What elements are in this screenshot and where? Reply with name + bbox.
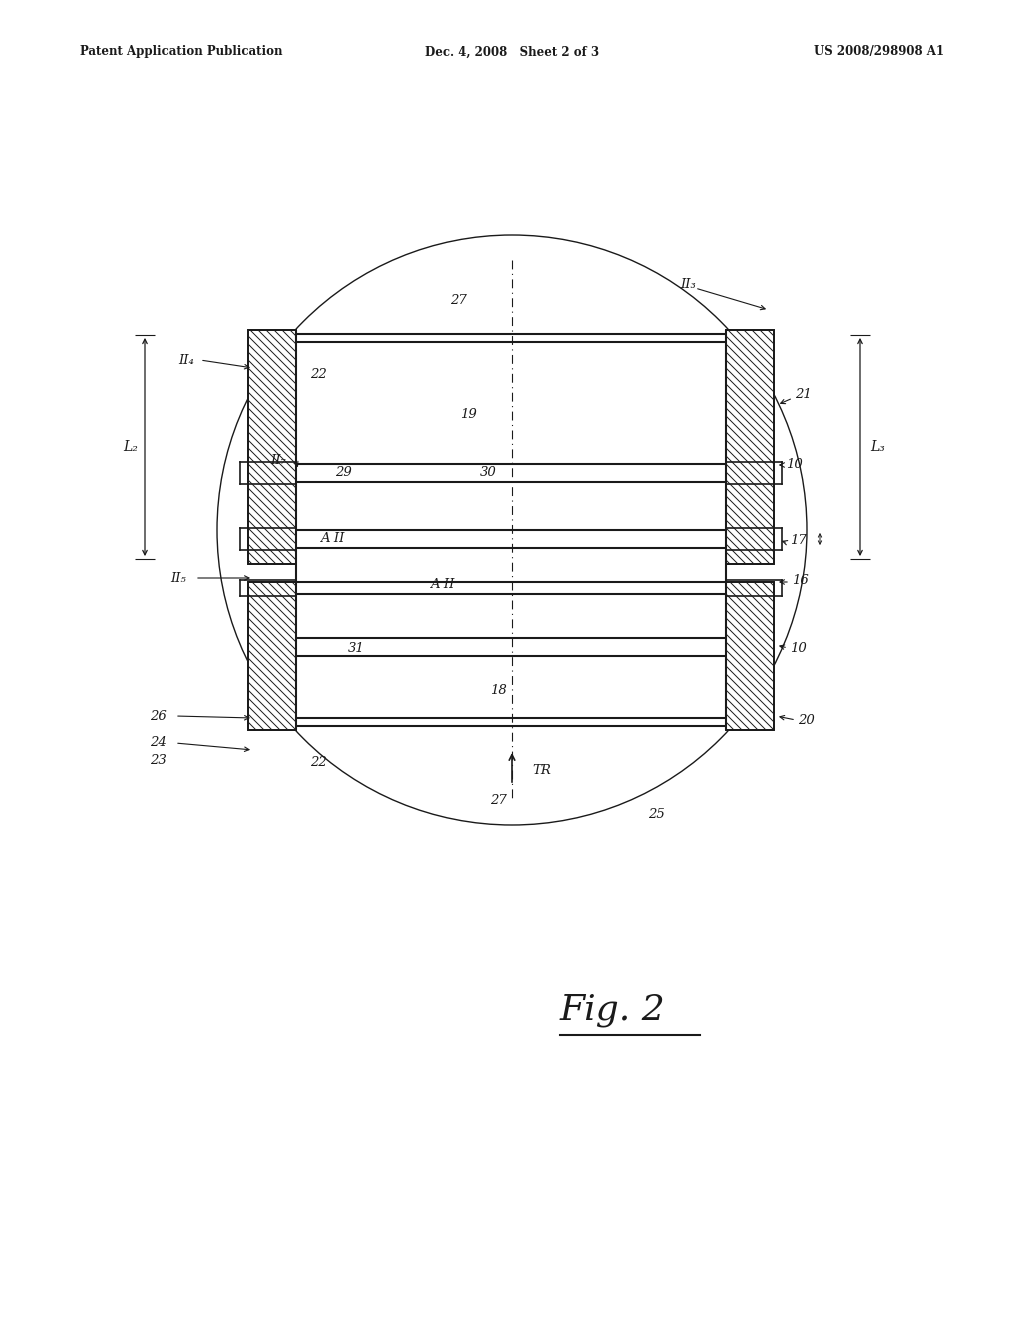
Text: 27: 27 <box>450 293 467 306</box>
Text: II₄: II₄ <box>178 354 194 367</box>
Text: 29: 29 <box>335 466 352 479</box>
Bar <box>248 330 296 564</box>
Text: US 2008/298908 A1: US 2008/298908 A1 <box>814 45 944 58</box>
Text: 17: 17 <box>790 533 807 546</box>
Text: 26: 26 <box>150 710 167 722</box>
Bar <box>248 582 296 730</box>
Text: II₇: II₇ <box>270 454 286 466</box>
Text: Fig. 2: Fig. 2 <box>560 993 666 1027</box>
Text: A II: A II <box>430 578 455 591</box>
Text: L₂: L₂ <box>123 440 138 454</box>
Text: 24: 24 <box>150 737 167 750</box>
Text: Dec. 4, 2008   Sheet 2 of 3: Dec. 4, 2008 Sheet 2 of 3 <box>425 45 599 58</box>
Bar <box>726 330 774 564</box>
Text: 10: 10 <box>786 458 803 471</box>
Text: 10: 10 <box>790 642 807 655</box>
Text: L₃: L₃ <box>870 440 885 454</box>
Text: 22: 22 <box>310 368 327 381</box>
Bar <box>248 330 296 564</box>
Text: 21: 21 <box>795 388 812 401</box>
Text: 31: 31 <box>348 642 365 655</box>
Text: 20: 20 <box>798 714 815 726</box>
Text: II₅: II₅ <box>170 572 186 585</box>
Text: 27: 27 <box>490 793 507 807</box>
Bar <box>726 582 774 730</box>
Text: A II: A II <box>319 532 344 545</box>
Text: II₃: II₃ <box>680 279 696 292</box>
Text: 30: 30 <box>480 466 497 479</box>
Text: 23: 23 <box>150 754 167 767</box>
Bar <box>248 582 296 730</box>
Text: TR: TR <box>532 763 551 776</box>
Bar <box>726 330 774 564</box>
Text: 19: 19 <box>460 408 477 421</box>
Text: Patent Application Publication: Patent Application Publication <box>80 45 283 58</box>
Text: 25: 25 <box>648 808 665 821</box>
Text: 22: 22 <box>310 755 327 768</box>
Text: 16: 16 <box>792 573 809 586</box>
Bar <box>726 582 774 730</box>
Text: 18: 18 <box>490 684 507 697</box>
